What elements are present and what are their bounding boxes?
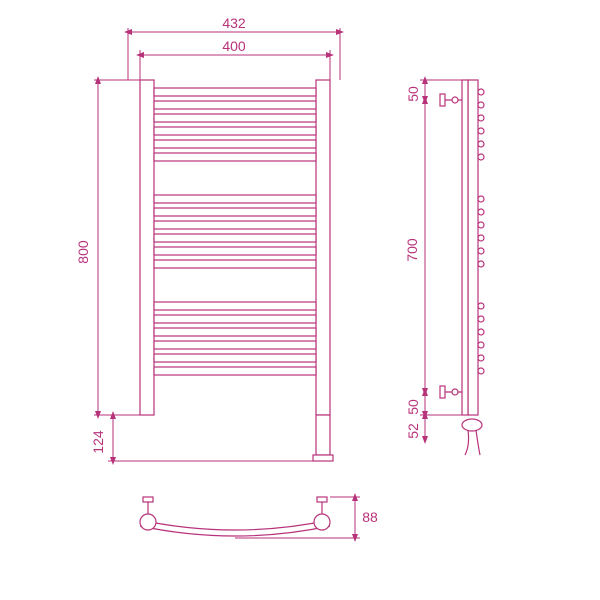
wall-mount-top xyxy=(440,94,462,106)
side-bars-2 xyxy=(478,196,484,267)
bottom-view: 88 xyxy=(140,497,378,538)
bar-group-1 xyxy=(154,88,316,161)
bar-group-3 xyxy=(154,302,316,375)
dim-side-mid: 700 xyxy=(404,238,420,262)
dim-height-main: 800 xyxy=(75,240,91,264)
bar-group-2 xyxy=(154,195,316,268)
dim-side-top: 50 xyxy=(405,86,421,102)
dim-side-50: 50 xyxy=(405,399,421,415)
wall-mount-bottom xyxy=(440,386,462,398)
front-view: 432 400 800 124 xyxy=(75,15,340,461)
side-bars-1 xyxy=(478,89,484,160)
side-bars-3 xyxy=(478,303,484,374)
dim-width-outer: 432 xyxy=(222,15,246,31)
dim-width-inner: 400 xyxy=(222,38,246,54)
dim-bottom-88: 88 xyxy=(362,509,378,525)
side-view: 50 700 50 52 xyxy=(404,80,484,455)
dim-height-bottom: 124 xyxy=(90,430,106,454)
dim-side-52: 52 xyxy=(405,423,421,439)
technical-drawing: 432 400 800 124 xyxy=(0,0,600,600)
